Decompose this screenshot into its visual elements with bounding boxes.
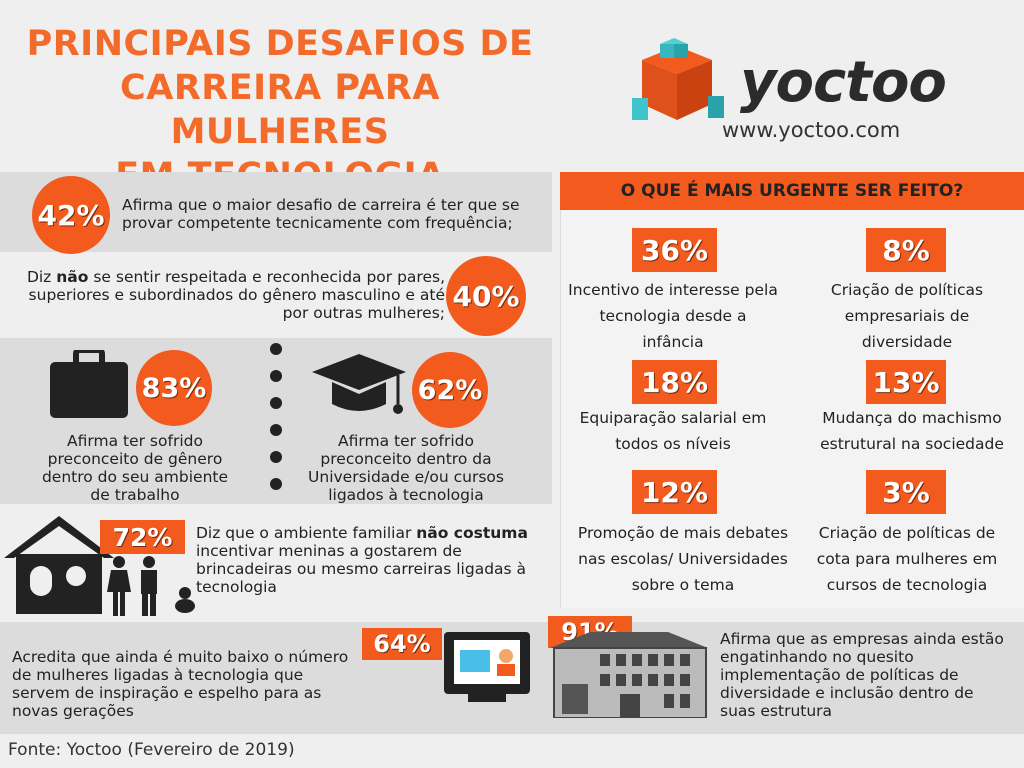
brand-url: www.yoctoo.com bbox=[722, 118, 901, 142]
urgent-text-5: Promoção de mais debates nas escolas/ Un… bbox=[577, 524, 789, 594]
stat-text-42: Afirma que o maior desafio de carreira é… bbox=[122, 196, 520, 232]
urgent-badge-5: 12% bbox=[632, 470, 717, 514]
urgent-badge-3: 18% bbox=[632, 360, 717, 404]
urgent-badge-6: 3% bbox=[866, 470, 946, 514]
percent-badge-40: 40% bbox=[446, 256, 526, 336]
stat-text-62: Afirma ter sofrido preconceito dentro da… bbox=[308, 432, 504, 504]
office-building-icon bbox=[548, 626, 713, 719]
urgent-badge-2: 8% bbox=[866, 228, 946, 272]
stat-text-83: Afirma ter sofrido preconceito de gênero… bbox=[41, 432, 229, 504]
urgent-text-4: Mudança do machismo estrutural na socied… bbox=[820, 409, 1004, 453]
percent-badge-72: 72% bbox=[100, 520, 185, 554]
computer-monitor-icon bbox=[444, 632, 530, 704]
graduation-cap-icon bbox=[312, 354, 407, 424]
stat-text-40: Diz não se sentir respeitada e reconheci… bbox=[26, 268, 445, 322]
source-note: Fonte: Yoctoo (Fevereiro de 2019) bbox=[8, 740, 295, 760]
house-icon bbox=[4, 516, 114, 614]
urgent-badge-4: 13% bbox=[866, 360, 946, 404]
briefcase-icon bbox=[50, 347, 128, 420]
urgent-heading: O QUE É MAIS URGENTE SER FEITO? bbox=[560, 172, 1024, 210]
baby-icon bbox=[172, 586, 198, 614]
logo-cube-icon bbox=[630, 38, 725, 128]
urgent-text-3: Equiparação salarial em todos os níveis bbox=[579, 409, 767, 453]
brand-name: yoctoo bbox=[740, 50, 947, 115]
percent-badge-64: 64% bbox=[362, 628, 442, 660]
percent-badge-42: 42% bbox=[32, 176, 110, 254]
stat-text-64: Acredita que ainda é muito baixo o númer… bbox=[12, 648, 349, 720]
urgent-badge-1: 36% bbox=[632, 228, 717, 272]
urgent-panel bbox=[560, 210, 1024, 608]
stat-text-72: Diz que o ambiente familiar não costuma … bbox=[196, 524, 528, 596]
urgent-text-6: Criação de políticas de cota para mulher… bbox=[816, 524, 998, 594]
percent-badge-83: 83% bbox=[136, 350, 212, 426]
urgent-text-2: Criação de políticas empresariais de div… bbox=[830, 281, 984, 351]
urgent-text-1: Incentivo de interesse pela tecnologia d… bbox=[568, 281, 778, 351]
family-icon bbox=[105, 556, 165, 616]
dotted-divider bbox=[270, 343, 282, 490]
title-line-1: PRINCIPAIS DESAFIOS DE bbox=[26, 24, 534, 64]
stat-text-91: Afirma que as empresas ainda estão engat… bbox=[720, 630, 1004, 720]
title-line-2: CARREIRA PARA MULHERES bbox=[120, 68, 440, 152]
percent-badge-62: 62% bbox=[412, 352, 488, 428]
